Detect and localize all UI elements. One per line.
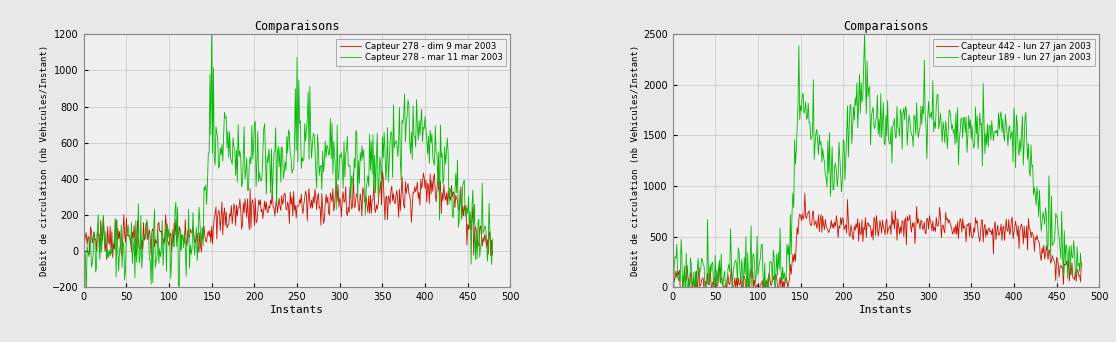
Capteur 278 - mar 11 mar 2003	[77, 209, 90, 213]
Capteur 189 - lun 27 jan 2003	[793, 104, 807, 108]
Title: Comparaisons: Comparaisons	[254, 20, 339, 33]
Capteur 278 - dim 9 mar 2003	[326, 187, 339, 191]
Capteur 278 - mar 11 mar 2003	[251, 129, 264, 133]
Line: Capteur 442 - lun 27 jan 2003: Capteur 442 - lun 27 jan 2003	[673, 193, 1081, 299]
Capteur 278 - dim 9 mar 2003	[485, 253, 499, 257]
Capteur 442 - lun 27 jan 2003	[916, 227, 930, 232]
Capteur 189 - lun 27 jan 2003	[1039, 206, 1052, 210]
Capteur 278 - dim 9 mar 2003	[379, 196, 393, 200]
Capteur 189 - lun 27 jan 2003	[896, 111, 910, 115]
Legend: Capteur 442 - lun 27 jan 2003, Capteur 189 - lun 27 jan 2003: Capteur 442 - lun 27 jan 2003, Capteur 1…	[933, 39, 1095, 66]
Capteur 189 - lun 27 jan 2003	[968, 142, 981, 146]
Capteur 278 - dim 9 mar 2003	[205, 224, 219, 228]
Y-axis label: Debit de circulation (nb Vehicules/Instant): Debit de circulation (nb Vehicules/Insta…	[40, 45, 49, 276]
Capteur 278 - mar 11 mar 2003	[379, 177, 393, 182]
Capteur 189 - lun 27 jan 2003	[839, 159, 853, 163]
Y-axis label: Debit de circulation (nb Vehicules/Instant): Debit de circulation (nb Vehicules/Insta…	[632, 45, 641, 276]
Capteur 278 - dim 9 mar 2003	[450, 197, 463, 201]
Capteur 442 - lun 27 jan 2003	[896, 219, 910, 223]
Capteur 189 - lun 27 jan 2003	[858, 32, 872, 36]
Line: Capteur 278 - dim 9 mar 2003: Capteur 278 - dim 9 mar 2003	[84, 171, 492, 260]
Line: Capteur 189 - lun 27 jan 2003: Capteur 189 - lun 27 jan 2003	[673, 34, 1081, 328]
Capteur 278 - mar 11 mar 2003	[205, 24, 219, 28]
Capteur 278 - mar 11 mar 2003	[485, 237, 499, 241]
Capteur 278 - dim 9 mar 2003	[100, 258, 114, 262]
Legend: Capteur 278 - dim 9 mar 2003, Capteur 278 - mar 11 mar 2003: Capteur 278 - dim 9 mar 2003, Capteur 27…	[336, 39, 506, 66]
Capteur 278 - mar 11 mar 2003	[450, 190, 463, 195]
Capteur 278 - mar 11 mar 2003	[307, 132, 320, 136]
Capteur 278 - mar 11 mar 2003	[327, 140, 340, 144]
Capteur 189 - lun 27 jan 2003	[1075, 265, 1088, 269]
Capteur 278 - dim 9 mar 2003	[376, 169, 389, 173]
X-axis label: Instants: Instants	[859, 305, 913, 315]
Capteur 278 - dim 9 mar 2003	[250, 220, 263, 224]
Capteur 278 - dim 9 mar 2003	[307, 195, 320, 199]
Capteur 442 - lun 27 jan 2003	[793, 214, 807, 218]
Capteur 189 - lun 27 jan 2003	[740, 326, 753, 330]
Line: Capteur 278 - mar 11 mar 2003: Capteur 278 - mar 11 mar 2003	[84, 26, 492, 299]
Capteur 442 - lun 27 jan 2003	[666, 285, 680, 289]
Capteur 278 - dim 9 mar 2003	[77, 218, 90, 222]
Capteur 278 - mar 11 mar 2003	[79, 297, 93, 301]
Capteur 278 - mar 11 mar 2003	[205, 151, 219, 155]
Capteur 442 - lun 27 jan 2003	[968, 230, 981, 234]
Capteur 189 - lun 27 jan 2003	[666, 268, 680, 273]
Capteur 442 - lun 27 jan 2003	[1075, 261, 1088, 265]
Capteur 442 - lun 27 jan 2003	[761, 297, 775, 301]
X-axis label: Instants: Instants	[270, 305, 324, 315]
Capteur 442 - lun 27 jan 2003	[798, 191, 811, 195]
Title: Comparaisons: Comparaisons	[844, 20, 929, 33]
Capteur 442 - lun 27 jan 2003	[840, 231, 854, 235]
Capteur 442 - lun 27 jan 2003	[1039, 253, 1052, 257]
Capteur 189 - lun 27 jan 2003	[916, 104, 930, 108]
